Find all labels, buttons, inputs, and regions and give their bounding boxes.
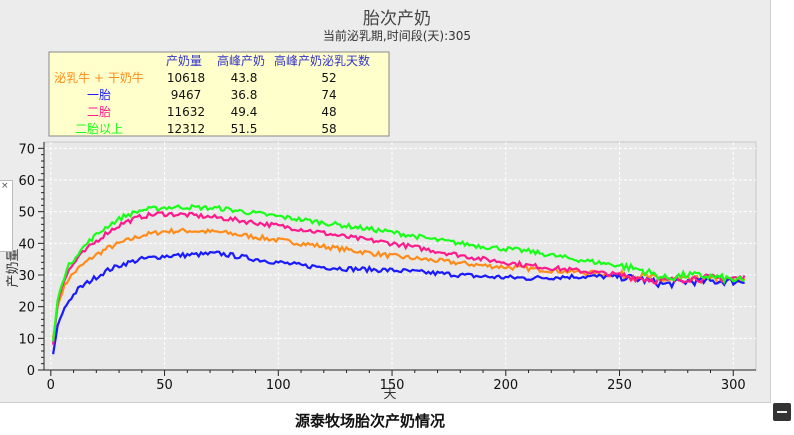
- series-line: [52, 250, 745, 355]
- minimize-button[interactable]: [773, 403, 791, 421]
- y-tick-label: 0: [27, 364, 35, 379]
- caption: 源泰牧场胎次产奶情况: [294, 412, 445, 430]
- legend-series-name: 一胎: [87, 88, 111, 102]
- legend-series-name: 泌乳牛 + 干奶牛: [54, 70, 144, 85]
- series-line: [52, 211, 746, 345]
- x-tick-label: 150: [380, 378, 405, 393]
- x-tick-label: 200: [493, 378, 518, 393]
- chart-subtitle: 当前泌乳期,时间段(天):305: [322, 29, 472, 43]
- y-tick-label: 20: [18, 301, 35, 316]
- x-tick-label: 100: [266, 378, 291, 393]
- y-axis-label: 产奶量: [6, 248, 21, 287]
- legend-header: 产奶量: [166, 54, 202, 68]
- legend-total: 10618: [167, 71, 205, 85]
- x-axis-label: 天: [383, 387, 396, 402]
- legend-series-name: 二胎以上: [75, 122, 123, 136]
- legend-peak-day: 58: [321, 122, 336, 136]
- legend-peak: 43.8: [231, 71, 258, 85]
- y-tick-label: 70: [18, 142, 35, 157]
- legend-header: 高峰产奶泌乳天数: [274, 53, 370, 68]
- y-tick-label: 30: [18, 269, 35, 284]
- legend-total: 12312: [167, 122, 205, 136]
- x-tick-label: 0: [47, 378, 55, 393]
- x-tick-label: 50: [156, 378, 173, 393]
- minus-icon: [777, 411, 787, 413]
- x-tick-label: 300: [721, 378, 746, 393]
- legend-peak-day: 52: [321, 71, 336, 85]
- legend-peak: 51.5: [231, 122, 258, 136]
- legend-series-name: 二胎: [87, 105, 111, 119]
- legend-peak-day: 74: [321, 88, 336, 102]
- legend-peak-day: 48: [321, 105, 336, 119]
- legend-peak: 36.8: [231, 88, 258, 102]
- y-tick-label: 60: [18, 174, 35, 189]
- x-tick-label: 250: [607, 378, 632, 393]
- chart-title: 胎次产奶: [363, 9, 431, 29]
- close-icon[interactable]: ×: [1, 181, 9, 191]
- side-panel-tab[interactable]: ×: [0, 180, 13, 252]
- legend-total: 11632: [167, 105, 205, 119]
- legend-total: 9467: [171, 88, 202, 102]
- legend-header: 高峰产奶: [217, 53, 265, 68]
- y-tick-label: 50: [18, 206, 35, 221]
- y-tick-label: 10: [18, 332, 35, 347]
- legend-box: [48, 51, 390, 137]
- legend-peak: 49.4: [231, 105, 258, 119]
- series-line: [52, 203, 745, 342]
- y-tick-label: 40: [18, 237, 35, 252]
